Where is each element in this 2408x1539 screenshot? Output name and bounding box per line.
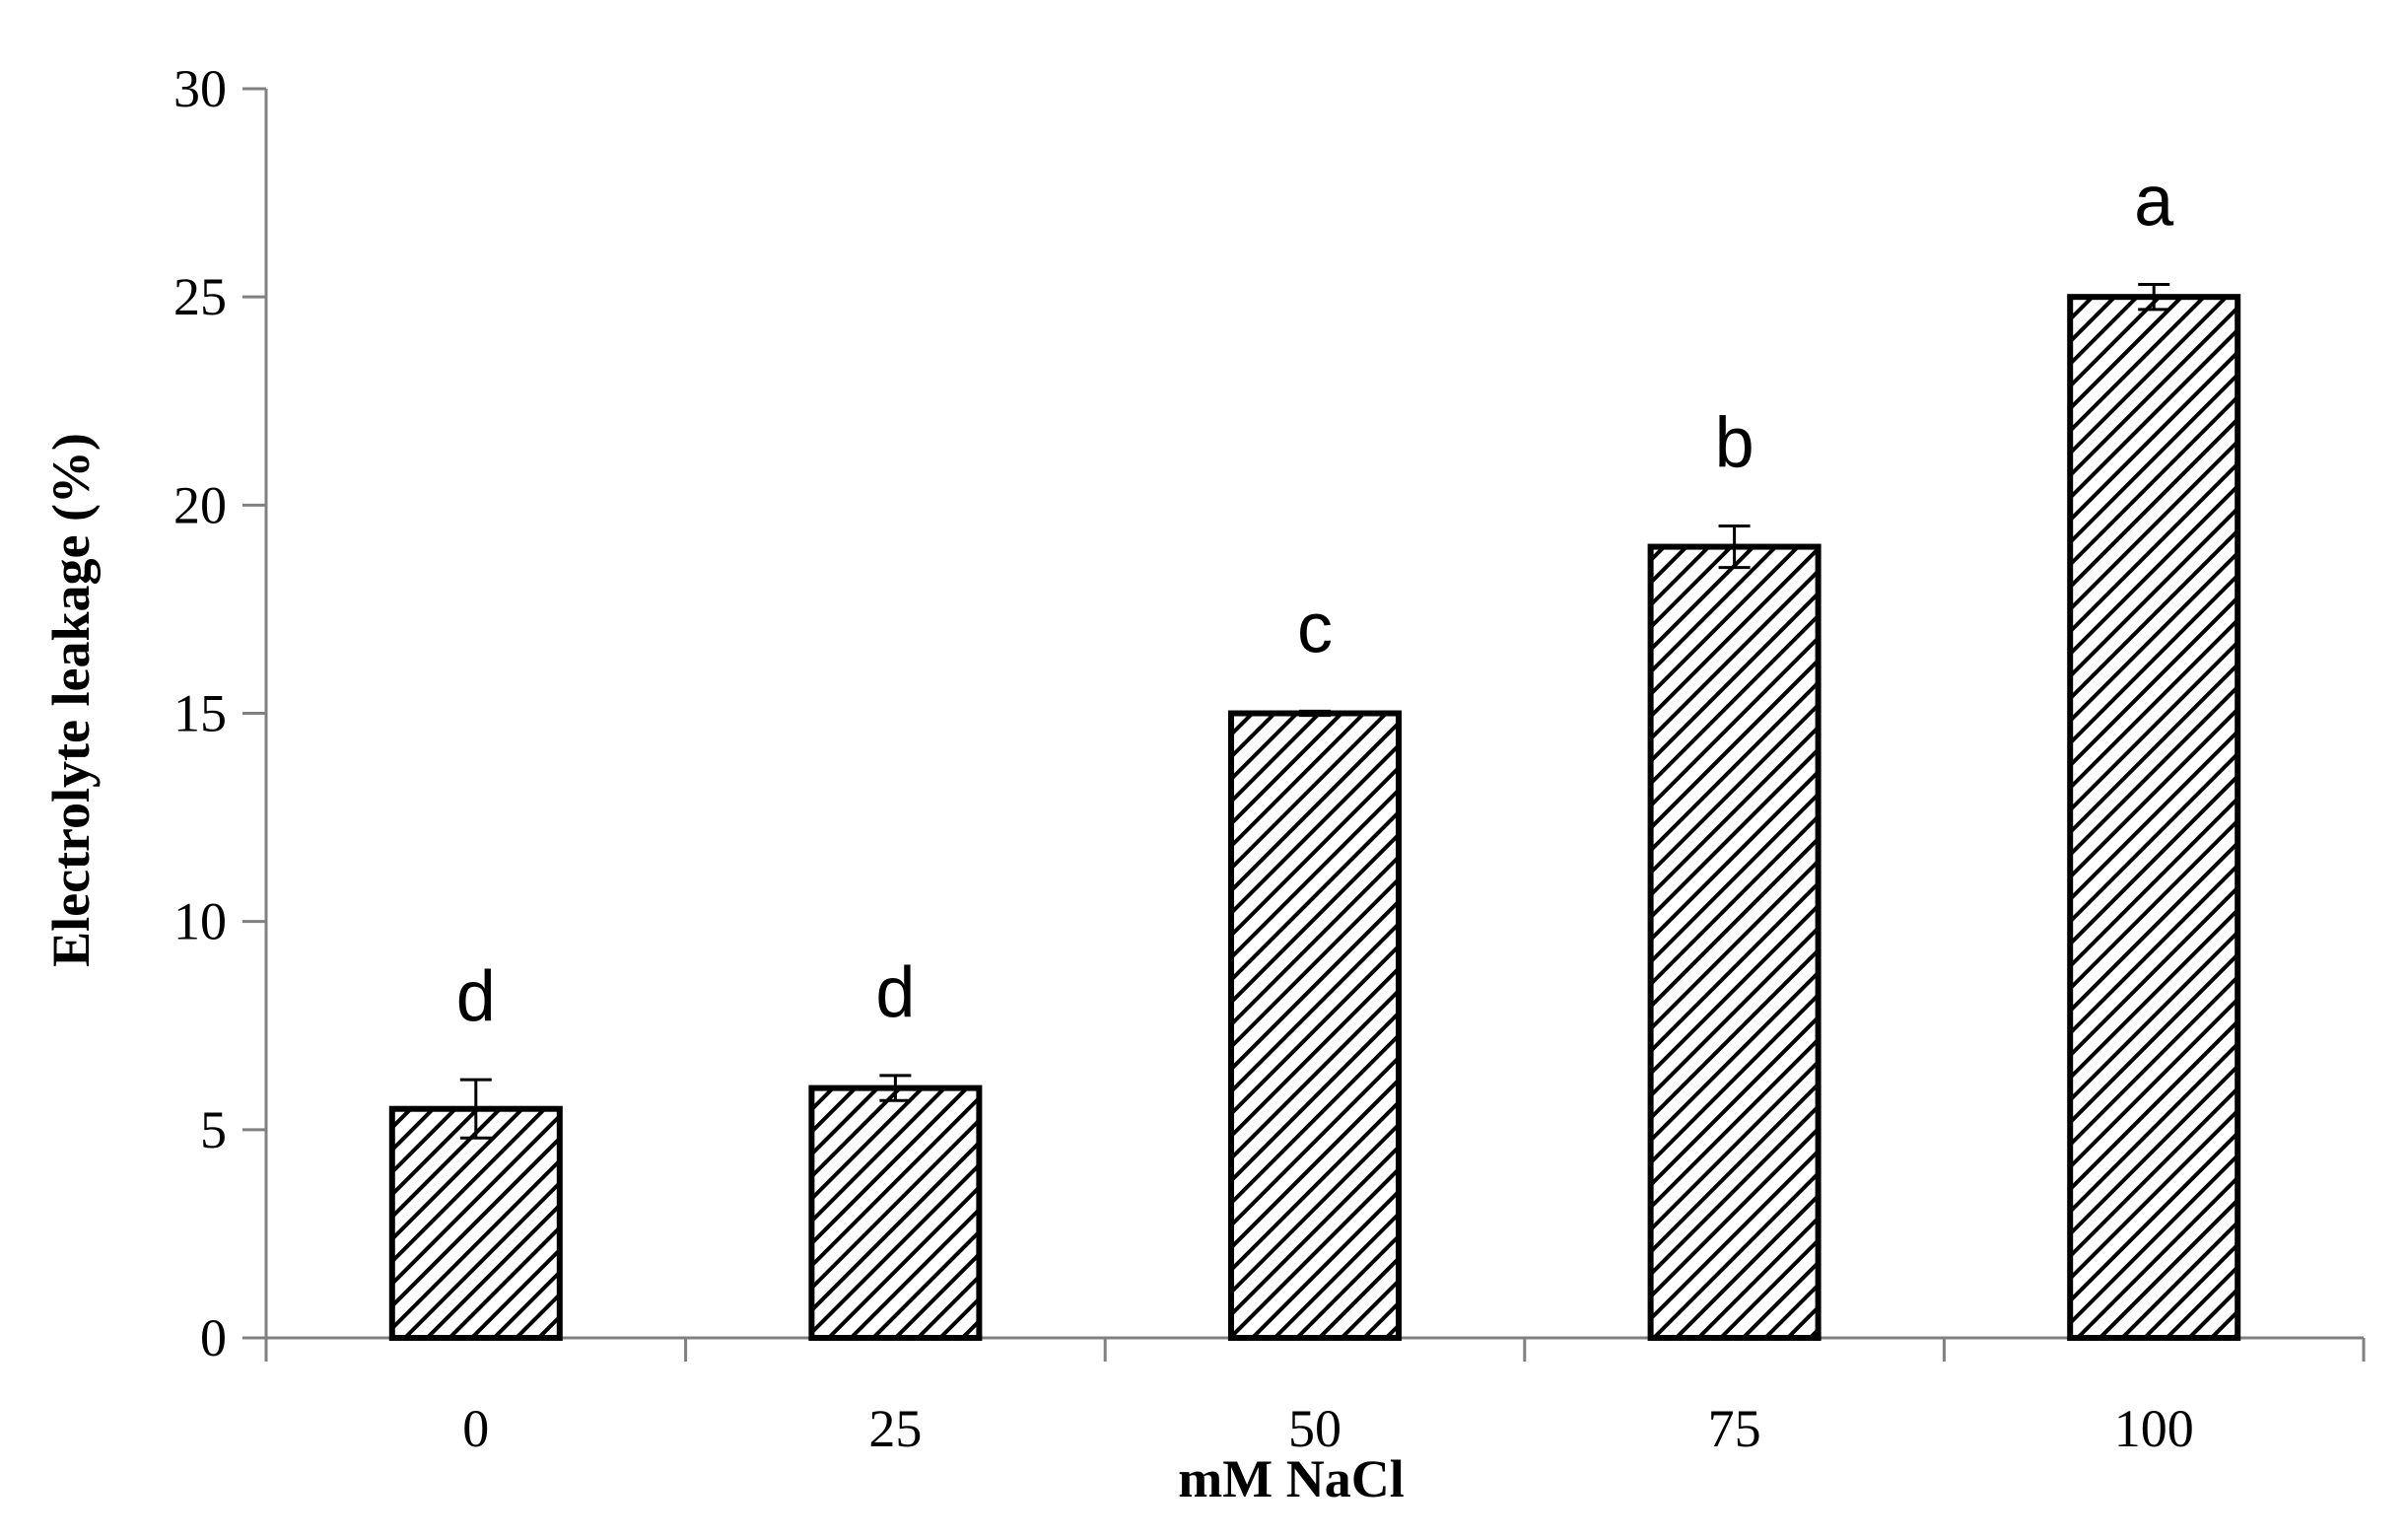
bars (388, 282, 2241, 1342)
bar (808, 1084, 983, 1341)
significance-label: d (456, 957, 496, 1036)
y-tick-label: 25 (173, 267, 227, 326)
significance-label: d (875, 953, 915, 1032)
y-tick-label: 5 (200, 1100, 227, 1159)
y-tick-label: 0 (200, 1308, 227, 1367)
x-axis-title: mM NaCl (1178, 1449, 1404, 1508)
significance-label: a (2134, 162, 2174, 241)
bar (2067, 294, 2241, 1342)
x-tick-label: 25 (868, 1399, 922, 1458)
x-tick-label: 100 (2114, 1399, 2194, 1458)
y-tick-label: 30 (173, 59, 227, 118)
significance-label: c (1297, 589, 1333, 667)
x-tick-label: 0 (462, 1399, 489, 1458)
labels: 0 5 10 15 20 25 30 d 0 d 25 c 50 b 75 a 100 (173, 59, 2194, 1458)
y-tick-label: 20 (173, 475, 227, 534)
bar (1228, 710, 1402, 1341)
x-tick-label: 75 (1708, 1399, 1761, 1458)
significance-label: b (1715, 403, 1754, 482)
axes (242, 87, 2366, 1362)
bar (388, 1105, 563, 1342)
y-tick-label: 10 (173, 892, 227, 951)
bar (1647, 543, 1822, 1341)
y-tick-label: 15 (173, 684, 227, 743)
y-axis-title: Electrolyte leakage (%) (41, 433, 101, 967)
x-tick-label: 50 (1288, 1399, 1342, 1458)
